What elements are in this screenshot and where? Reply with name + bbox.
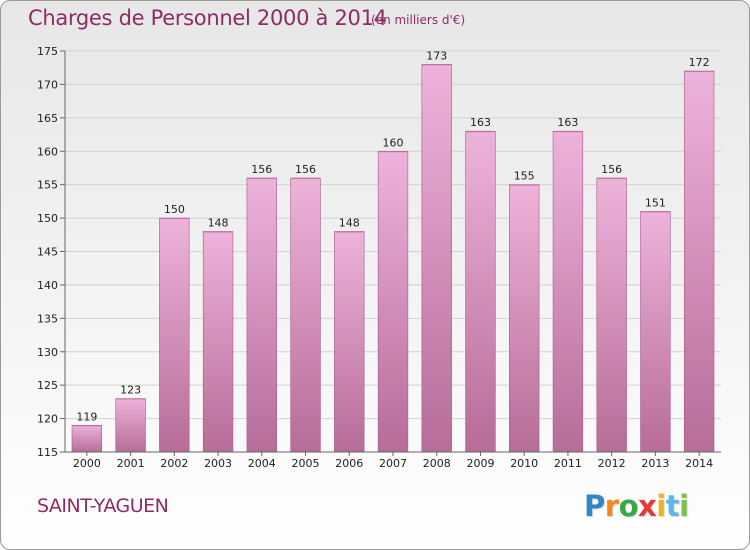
y-tick-label: 150 <box>37 212 58 225</box>
y-tick-label: 155 <box>37 179 58 192</box>
chart-subtitle: (en milliers d'€) <box>371 13 466 27</box>
y-tick-label: 160 <box>37 145 58 158</box>
data-label: 148 <box>339 216 360 229</box>
y-tick-label: 145 <box>37 246 58 259</box>
bar-2012[interactable] <box>596 177 627 453</box>
x-tick-label: 2012 <box>598 457 626 470</box>
data-label: 163 <box>557 116 578 129</box>
data-label: 156 <box>601 163 622 176</box>
x-tick-label: 2007 <box>379 457 407 470</box>
bar-2004[interactable] <box>246 177 277 453</box>
data-label: 148 <box>208 216 229 229</box>
x-tick-label: 2004 <box>248 457 276 470</box>
bar-2013[interactable] <box>640 211 671 453</box>
bar-2009[interactable] <box>465 130 496 453</box>
x-tick-label: 2013 <box>641 457 669 470</box>
bar-2011[interactable] <box>552 130 584 453</box>
bar-2008[interactable] <box>421 64 452 453</box>
data-label: 155 <box>514 170 535 183</box>
data-label: 172 <box>689 56 710 69</box>
x-tick-label: 2003 <box>204 457 232 470</box>
x-tick-label: 2001 <box>117 457 145 470</box>
y-tick-label: 120 <box>37 413 58 426</box>
commune-name: SAINT-YAGUEN <box>37 495 169 517</box>
x-tick-label: 2006 <box>335 457 363 470</box>
data-label: 173 <box>426 49 447 62</box>
x-tick-label: 2008 <box>423 457 451 470</box>
bars <box>71 64 715 453</box>
logo-letter: P <box>584 489 605 523</box>
bar-2000[interactable] <box>71 424 103 453</box>
x-tick-label: 2011 <box>554 457 582 470</box>
logo-letter: t <box>665 489 680 523</box>
data-label: 156 <box>295 163 316 176</box>
data-label: 123 <box>120 384 141 397</box>
y-tick-label: 165 <box>37 112 58 125</box>
data-label: 150 <box>164 203 185 216</box>
logo-letter: x <box>638 489 657 523</box>
logo-letter: i <box>679 489 689 523</box>
proxiti-logo[interactable]: Proxiti <box>584 489 689 523</box>
x-tick-label: 2009 <box>466 457 494 470</box>
data-label: 151 <box>645 196 666 209</box>
bar-2014[interactable] <box>683 70 715 453</box>
bar-2006[interactable] <box>334 231 365 453</box>
y-tick-label: 140 <box>37 279 58 292</box>
chart-title: Charges de Personnel 2000 à 2014 <box>28 6 387 30</box>
bar-2005[interactable] <box>290 177 321 453</box>
x-tick-label: 2002 <box>160 457 188 470</box>
y-tick-label: 130 <box>37 346 58 359</box>
bar-2007[interactable] <box>377 150 409 453</box>
data-label: 119 <box>76 410 97 423</box>
logo-letter: r <box>604 489 619 523</box>
bar-2010[interactable] <box>509 184 540 453</box>
bar-2003[interactable] <box>202 231 234 453</box>
bar-2002[interactable] <box>159 217 190 453</box>
y-tick-label: 135 <box>37 312 58 325</box>
x-tick-label: 2014 <box>685 457 713 470</box>
y-tick-label: 170 <box>37 78 58 91</box>
x-tick-label: 2010 <box>510 457 538 470</box>
labels: 115 120 125 130 135 140 145 150 155 160 165 170 175 1… <box>37 45 713 470</box>
x-tick-label: 2000 <box>73 457 101 470</box>
y-tick-label: 115 <box>37 446 58 459</box>
bar-2001[interactable] <box>115 398 146 453</box>
y-tick-label: 125 <box>37 379 58 392</box>
data-label: 163 <box>470 116 491 129</box>
logo-letter: o <box>618 489 639 523</box>
logo-letter: i <box>656 489 666 523</box>
axes <box>60 50 721 456</box>
data-label: 160 <box>383 136 404 149</box>
y-tick-label: 175 <box>37 45 58 58</box>
data-label: 156 <box>251 163 272 176</box>
x-tick-label: 2005 <box>292 457 320 470</box>
